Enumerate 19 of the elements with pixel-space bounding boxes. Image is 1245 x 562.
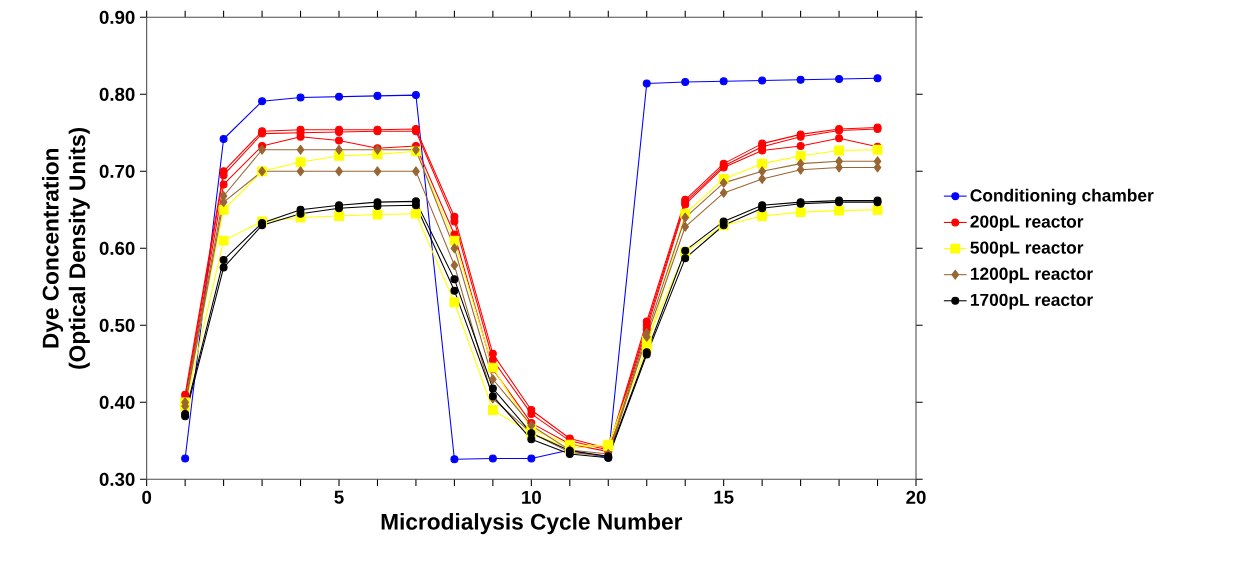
x-tick-label: 15: [714, 490, 734, 504]
y-tick-label: 0.90: [99, 10, 135, 24]
y-tick-label: 0.30: [99, 472, 135, 486]
x-tick-label: 10: [522, 490, 541, 504]
y-axis-title: Dye Concentration (Optical Density Units): [42, 127, 90, 369]
legend-label: Conditioning chamber: [970, 188, 1154, 206]
legend-label: 1700pL reactor: [970, 293, 1093, 310]
legend-label: 500pL reactor: [970, 241, 1084, 258]
x-tick-label: 20: [906, 490, 926, 504]
legend-label: 200pL reactor: [970, 215, 1084, 232]
y-tick-label: 0.70: [99, 164, 135, 178]
y-tick-label: 0.80: [99, 87, 135, 101]
x-tick-label: 0: [142, 490, 152, 504]
y-tick-label: 0.40: [99, 395, 135, 409]
legend-label: 1200pL reactor: [970, 267, 1093, 284]
x-tick-label: 5: [334, 490, 344, 504]
y-tick-label: 0.60: [99, 241, 135, 255]
x-axis-title: Microdialysis Cycle Number: [381, 513, 683, 535]
y-tick-label: 0.50: [99, 318, 135, 332]
